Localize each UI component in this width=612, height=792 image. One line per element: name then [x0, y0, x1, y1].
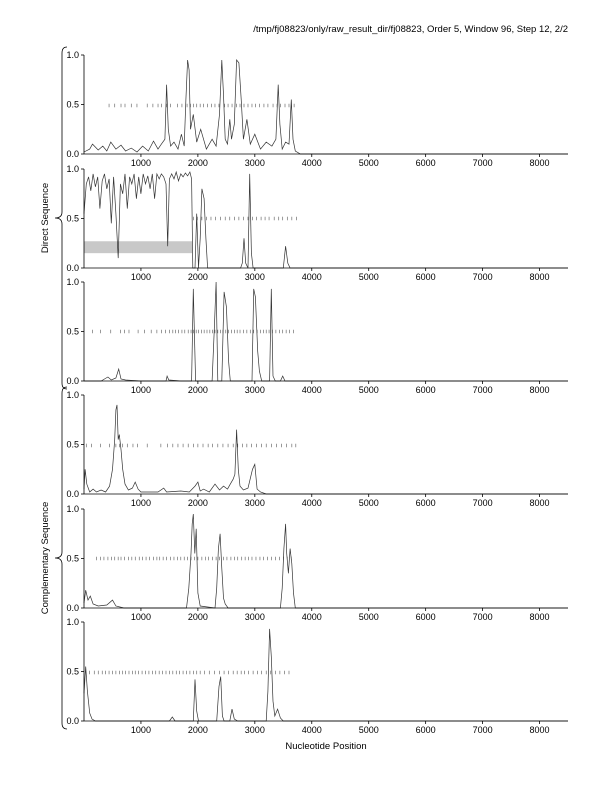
- x-tick-label: 4000: [302, 272, 322, 282]
- y-tick-label: 0.0: [66, 603, 79, 613]
- y-tick-label: 0.0: [66, 489, 79, 499]
- x-tick-label: 4000: [302, 725, 322, 735]
- x-tick-label: 1000: [131, 612, 151, 622]
- y-tick-label: 1.0: [66, 277, 79, 287]
- y-tick-label: 0.5: [66, 440, 79, 450]
- x-tick-label: 8000: [530, 158, 550, 168]
- panel-5: 0.0 0.5 1.0 1000 2000 3000 4000 5000 6000 7000 800…: [66, 504, 568, 622]
- group-brace-2: Complementary Sequence: [40, 386, 68, 730]
- x-tick-label: 3000: [245, 612, 265, 622]
- x-axis-label: Nucleotide Position: [285, 741, 366, 752]
- y-tick-label: 1.0: [66, 390, 79, 400]
- x-tick-label: 5000: [359, 725, 379, 735]
- x-tick-label: 3000: [245, 272, 265, 282]
- x-tick-label: 2000: [188, 612, 208, 622]
- x-tick-label: 8000: [530, 385, 550, 395]
- y-tick-label: 0.5: [66, 327, 79, 337]
- x-tick-label: 4000: [302, 158, 322, 168]
- shaded-band: [84, 241, 193, 254]
- y-tick-label: 1.0: [66, 504, 79, 514]
- x-tick-label: 8000: [530, 272, 550, 282]
- y-tick-label: 1.0: [66, 164, 79, 174]
- x-tick-label: 2000: [188, 158, 208, 168]
- x-tick-label: 6000: [416, 385, 436, 395]
- marker-ticks: [92, 329, 294, 334]
- y-tick-label: 0.5: [66, 214, 79, 224]
- group-label: Direct Sequence: [40, 183, 51, 253]
- brace-shape: [54, 386, 68, 730]
- x-tick-label: 5000: [359, 612, 379, 622]
- group-label: Complementary Sequence: [40, 502, 51, 614]
- series-trace: [83, 628, 568, 722]
- x-tick-label: 3000: [245, 498, 265, 508]
- panel-3: 0.0 0.5 1.0 1000 2000 3000 4000 5000 6000 7000 800…: [66, 277, 568, 395]
- panel-4: 0.0 0.5 1.0 1000 2000 3000 4000 5000 6000 7000 800…: [66, 390, 568, 508]
- y-tick-label: 1.0: [66, 617, 79, 627]
- x-tick-label: 5000: [359, 272, 379, 282]
- x-tick-label: 7000: [473, 272, 493, 282]
- x-tick-label: 7000: [473, 725, 493, 735]
- x-tick-label: 1000: [131, 498, 151, 508]
- x-tick-label: 2000: [188, 498, 208, 508]
- y-tick-label: 0.0: [66, 376, 79, 386]
- x-tick-label: 6000: [416, 158, 436, 168]
- x-tick-label: 8000: [530, 725, 550, 735]
- marker-ticks: [96, 556, 292, 561]
- panel-2: 0.0 0.5 1.0 1000 2000 3000 4000 5000 6000 7000 800…: [66, 164, 568, 282]
- series-trace: [83, 404, 568, 495]
- marker-ticks: [85, 443, 297, 448]
- y-tick-label: 0.5: [66, 667, 79, 677]
- x-tick-label: 5000: [359, 385, 379, 395]
- series-trace: [83, 513, 568, 609]
- x-tick-label: 5000: [359, 158, 379, 168]
- x-tick-label: 4000: [302, 498, 322, 508]
- series-trace: [83, 59, 568, 155]
- x-tick-label: 4000: [302, 612, 322, 622]
- panel-6: 0.0 0.5 1.0 1000 2000 3000 4000 5000 6000 7000 800…: [66, 617, 568, 735]
- y-tick-label: 0.0: [66, 263, 79, 273]
- y-tick-label: 0.0: [66, 149, 79, 159]
- series-trace: [83, 170, 568, 269]
- x-tick-label: 7000: [473, 385, 493, 395]
- panel-1: 0.0 0.5 1.0 1000 2000 3000 4000 5000 6000 7000 800…: [66, 50, 568, 168]
- group-brace-1: Direct Sequence: [40, 46, 68, 390]
- x-tick-label: 2000: [188, 272, 208, 282]
- x-tick-label: 1000: [131, 272, 151, 282]
- x-tick-label: 5000: [359, 498, 379, 508]
- x-tick-label: 6000: [416, 612, 436, 622]
- chart-panels: 0.0 0.5 1.0 1000 2000 3000 4000 5000 6000 7000 800…: [66, 50, 568, 735]
- group-labels: Direct Sequence Complementary Sequence: [40, 46, 68, 730]
- x-tick-label: 3000: [245, 158, 265, 168]
- x-tick-label: 3000: [245, 385, 265, 395]
- x-tick-label: 8000: [530, 498, 550, 508]
- x-tick-label: 3000: [245, 725, 265, 735]
- x-tick-label: 8000: [530, 612, 550, 622]
- y-tick-label: 0.5: [66, 554, 79, 564]
- file-path-title: /tmp/fj08823/only/raw_result_dir/fj08823…: [253, 24, 568, 35]
- x-tick-label: 1000: [131, 158, 151, 168]
- x-tick-label: 6000: [416, 725, 436, 735]
- x-tick-label: 7000: [473, 158, 493, 168]
- marker-ticks: [108, 103, 295, 108]
- x-tick-label: 6000: [416, 498, 436, 508]
- x-tick-label: 7000: [473, 498, 493, 508]
- brace-shape: [54, 46, 68, 390]
- y-tick-label: 0.0: [66, 716, 79, 726]
- x-tick-label: 6000: [416, 272, 436, 282]
- x-tick-label: 1000: [131, 725, 151, 735]
- marker-ticks: [193, 216, 297, 221]
- x-tick-label: 7000: [473, 612, 493, 622]
- y-tick-label: 1.0: [66, 50, 79, 60]
- y-tick-label: 0.5: [66, 100, 79, 110]
- x-tick-label: 2000: [188, 725, 208, 735]
- series-trace: [84, 281, 568, 382]
- x-tick-label: 4000: [302, 385, 322, 395]
- marker-ticks: [89, 670, 290, 675]
- x-tick-label: 2000: [188, 385, 208, 395]
- x-tick-label: 1000: [131, 385, 151, 395]
